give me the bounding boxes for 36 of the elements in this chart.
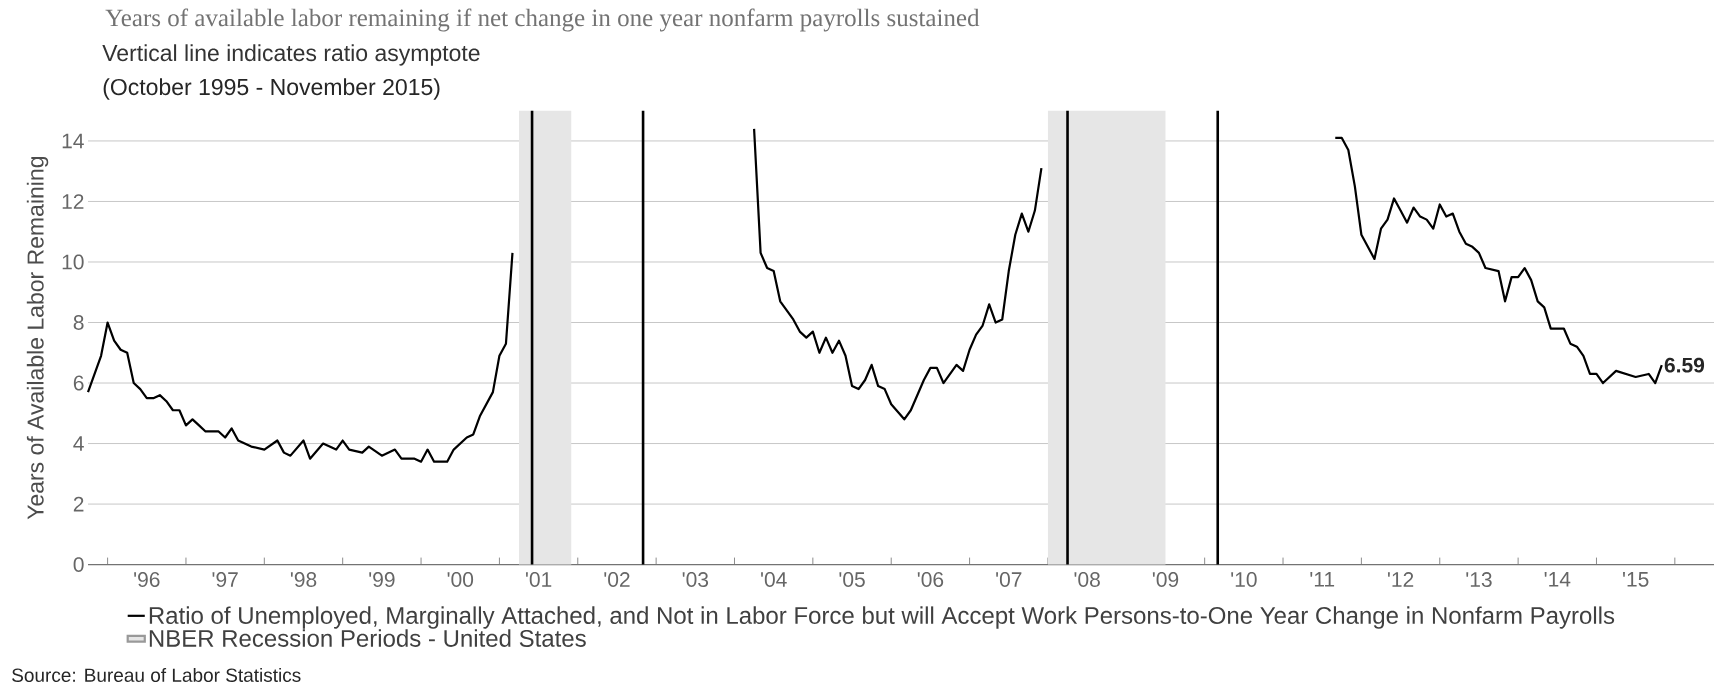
legend-label: NBER Recession Periods - United States [149, 629, 586, 647]
data-label: 6.59 [1664, 357, 1705, 373]
x-tick-label: '13 [1466, 572, 1492, 587]
y-tick-label: 8 [73, 315, 84, 330]
x-tick-label: '08 [1074, 572, 1100, 587]
y-tick-label: 6 [73, 375, 84, 391]
x-tick-label: '04 [761, 572, 787, 587]
y-tick-label: 2 [73, 496, 84, 512]
x-tick-label: '99 [369, 572, 395, 587]
x-tick-label: '96 [134, 572, 160, 587]
x-tick-label: '09 [1152, 572, 1179, 587]
chart-title: Years of available labor remaining if net change in one year nonfarm payrolls sustained [105, 8, 980, 32]
legend-label: Ratio of Unemployed, Marginally Attached, and Not in Labor Force but will Accept Work Persons-to-One Year Change in Nonfarm Payrolls [149, 606, 1615, 629]
text: (October 1995 - November 2015) [103, 78, 440, 100]
x-tick-label: '05 [839, 572, 865, 587]
y-tick-label: 10 [62, 254, 84, 270]
x-tick-label: '07 [996, 572, 1022, 587]
y-axis-title: Years of Available Labor Remaining [26, 157, 49, 520]
x-tick-label: '06 [917, 572, 944, 587]
x-tick-label: '01 [525, 572, 552, 587]
y-tick-label: 12 [62, 194, 84, 209]
x-tick-label: '02 [604, 572, 630, 587]
x-tick-label: '12 [1387, 572, 1414, 587]
source-note: Source: Bureau of Labor Statistics [12, 668, 301, 682]
y-tick-label: 0 [73, 557, 84, 573]
y-tick-label: 4 [73, 436, 84, 451]
x-tick-label: '11 [1310, 572, 1335, 587]
x-tick-label: '03 [682, 572, 709, 587]
x-tick-label: '10 [1231, 572, 1257, 587]
x-tick-label: '98 [290, 572, 317, 587]
x-tick-label: '14 [1544, 572, 1571, 587]
x-tick-label: '15 [1623, 572, 1649, 587]
x-tick-label: '97 [212, 572, 238, 587]
y-tick-label: 14 [62, 133, 84, 149]
chart-subtitle: Vertical line indicates ratio asymptote [102, 44, 480, 66]
x-tick-label: '00 [447, 572, 474, 587]
